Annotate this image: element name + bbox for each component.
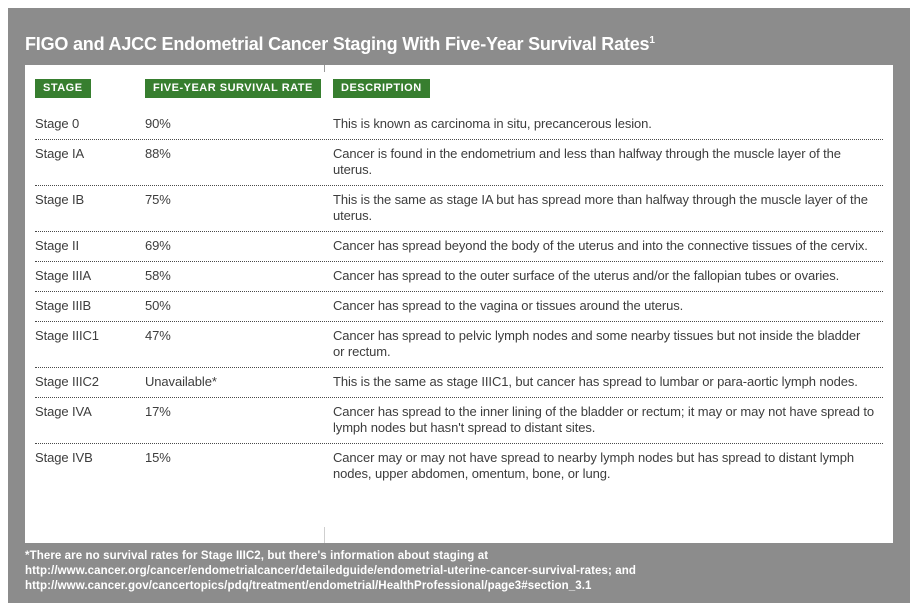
header-badge-stage: STAGE: [35, 79, 91, 98]
table-row: Stage IVA 17% Cancer has spread to the i…: [35, 398, 883, 444]
table-rows: Stage 0 90% This is known as carcinoma i…: [35, 110, 883, 489]
survival-rate-cell: 47%: [145, 328, 171, 343]
stage-cell: Stage IB: [35, 192, 85, 207]
stage-cell: Stage IIIC1: [35, 328, 99, 343]
description-cell: Cancer may or may not have spread to nea…: [333, 450, 854, 481]
table-row: Stage 0 90% This is known as carcinoma i…: [35, 110, 883, 140]
gray-background-panel: FIGO and AJCC Endometrial Cancer Staging…: [8, 8, 910, 603]
stage-cell: Stage IIIB: [35, 298, 92, 313]
page-title: FIGO and AJCC Endometrial Cancer Staging…: [25, 34, 655, 55]
description-cell: Cancer has spread to pelvic lymph nodes …: [333, 328, 861, 359]
description-cell: Cancer has spread to the inner lining of…: [333, 404, 875, 435]
header-badge-description: DESCRIPTION: [333, 79, 430, 98]
stage-cell: Stage IVB: [35, 450, 93, 465]
survival-rate-cell: 90%: [145, 116, 171, 131]
description-cell: This is the same as stage IA but has spr…: [333, 192, 868, 223]
table-row: Stage IIIA 58% Cancer has spread to the …: [35, 262, 883, 292]
column-divider-tick-bottom: [324, 527, 325, 543]
table-row: Stage IIIB 50% Cancer has spread to the …: [35, 292, 883, 322]
stage-cell: Stage 0: [35, 116, 80, 131]
table-row: Stage IIIC1 47% Cancer has spread to pel…: [35, 322, 883, 368]
survival-rate-cell: 15%: [145, 450, 171, 465]
column-divider-tick-top: [324, 65, 325, 72]
footnote: *There are no survival rates for Stage I…: [25, 550, 637, 592]
survival-rate-cell: 75%: [145, 192, 171, 207]
description-cell: Cancer has spread to the outer surface o…: [333, 268, 840, 283]
description-cell: Cancer is found in the endometrium and l…: [333, 146, 841, 177]
stage-cell: Stage IIIC2: [35, 374, 99, 389]
table-row: Stage IIIC2 Unavailable* This is the sam…: [35, 368, 883, 398]
table-row: Stage IA 88% Cancer is found in the endo…: [35, 140, 883, 186]
table-row: Stage II 69% Cancer has spread beyond th…: [35, 232, 883, 262]
survival-rate-cell: 50%: [145, 298, 171, 313]
page-title-superscript: 1: [649, 35, 655, 46]
survival-rate-cell: 58%: [145, 268, 171, 283]
description-cell: This is known as carcinoma in situ, prec…: [333, 116, 652, 131]
description-cell: Cancer has spread beyond the body of the…: [333, 238, 868, 253]
description-cell: Cancer has spread to the vagina or tissu…: [333, 298, 684, 313]
survival-rate-cell: 69%: [145, 238, 171, 253]
stage-cell: Stage II: [35, 238, 80, 253]
table-row: Stage IB 75% This is the same as stage I…: [35, 186, 883, 232]
stage-cell: Stage IIIA: [35, 268, 92, 283]
staging-table: STAGE FIVE-YEAR SURVIVAL RATE DESCRIPTIO…: [25, 65, 893, 543]
stage-cell: Stage IVA: [35, 404, 92, 419]
table-row: Stage IVB 15% Cancer may or may not have…: [35, 444, 883, 489]
survival-rate-cell: 17%: [145, 404, 171, 419]
survival-rate-cell: 88%: [145, 146, 171, 161]
description-cell: This is the same as stage IIIC1, but can…: [333, 374, 858, 389]
survival-rate-cell: Unavailable*: [145, 374, 217, 389]
page-title-text: FIGO and AJCC Endometrial Cancer Staging…: [25, 34, 650, 54]
stage-cell: Stage IA: [35, 146, 85, 161]
header-badge-survival-rate: FIVE-YEAR SURVIVAL RATE: [145, 79, 321, 98]
